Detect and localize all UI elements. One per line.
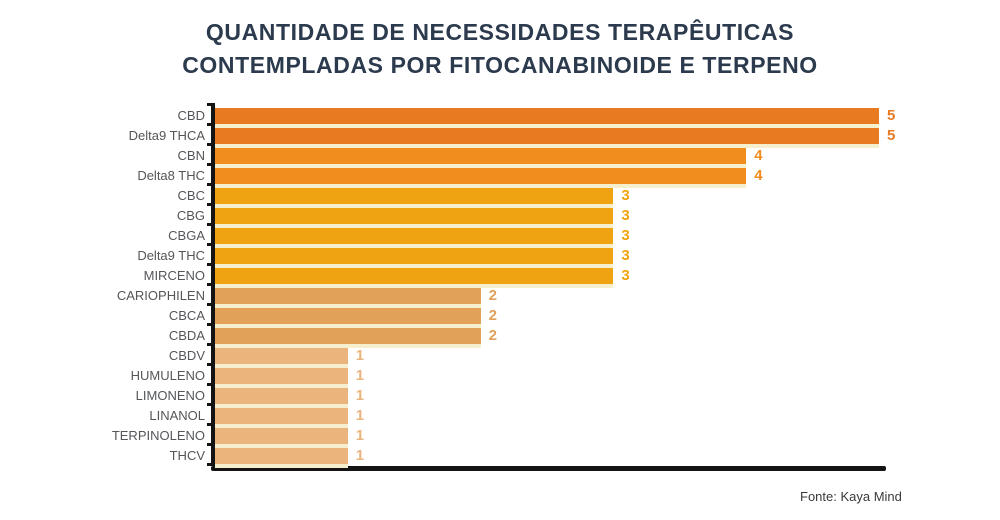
bar-row: CBDA 2 (169, 327, 895, 348)
bar (215, 148, 747, 168)
source-caption: Fonte: Kaya Mind (800, 489, 902, 504)
y-axis-tick (207, 463, 211, 466)
value-label: 1 (355, 367, 365, 384)
bar-row: TERPINOLENO 1 (112, 427, 895, 448)
chart-title: QUANTIDADE DE NECESSIDADES TERAPÊUTICAS … (0, 16, 1000, 82)
value-label: 4 (754, 167, 763, 184)
bar (215, 408, 348, 428)
bar (215, 448, 348, 468)
value-label: 1 (355, 407, 365, 424)
y-axis-tick (207, 383, 211, 386)
bar-row: Delta8 THC 4 (137, 167, 895, 188)
y-axis-tick (207, 263, 211, 266)
bar-row: CBC 3 (178, 187, 895, 208)
y-axis-tick (207, 323, 211, 326)
category-label: CARIOPHILEN (116, 288, 205, 303)
bar (215, 228, 614, 248)
category-label: Delta9 THCA (128, 128, 205, 143)
category-label: CBCA (168, 308, 205, 323)
bar-row: HUMULENO 1 (131, 367, 895, 388)
bar-row: CBN 4 (178, 147, 895, 168)
bar (215, 168, 747, 188)
category-label: CBD (177, 108, 205, 123)
bar (215, 308, 481, 328)
y-axis-tick (207, 343, 211, 346)
bar (215, 388, 348, 408)
bar-row: CBGA 3 (168, 227, 895, 248)
category-label: CBDV (168, 348, 205, 363)
bar (215, 328, 481, 348)
value-label: 3 (621, 227, 630, 244)
y-axis-line (211, 103, 215, 466)
value-label: 1 (355, 427, 365, 444)
category-label: CBG (176, 208, 205, 223)
value-label: 3 (621, 207, 630, 224)
bar (215, 428, 348, 448)
y-axis-tick (207, 143, 211, 146)
value-label: 1 (355, 347, 365, 364)
bar-row: THCV 1 (170, 447, 895, 468)
value-label: 4 (754, 147, 763, 164)
bar-row: CBD 5 (178, 107, 896, 128)
bar-row: CBDV 1 (169, 347, 895, 368)
chart-title-line1: QUANTIDADE DE NECESSIDADES TERAPÊUTICAS (205, 19, 795, 45)
category-label: CBGA (168, 228, 205, 243)
bar-row: Delta9 THCA 5 (129, 127, 896, 148)
bar-plot-area: CBD 5 Delta9 THCA 5 CBN 4 Delta8 THC 4 C… (112, 107, 896, 468)
category-label: TERPINOLENO (111, 428, 205, 443)
value-label: 3 (621, 267, 630, 284)
value-label: 1 (355, 387, 365, 404)
category-label: CBC (177, 188, 205, 203)
bar (215, 368, 348, 388)
bar (215, 288, 481, 308)
value-label: 5 (887, 107, 896, 124)
bar (215, 348, 348, 368)
y-axis-tick (207, 183, 211, 186)
value-label: 2 (488, 307, 497, 324)
category-label: MIRCENO (143, 268, 205, 283)
category-label: THCV (169, 448, 205, 463)
y-axis-tick (207, 123, 211, 126)
y-axis-tick (207, 403, 211, 406)
bar-row: CBG 3 (177, 207, 895, 228)
y-axis-tick (207, 243, 211, 246)
bar-row: Delta9 THC 3 (137, 247, 895, 268)
bar (215, 108, 879, 128)
y-axis-tick (207, 163, 211, 166)
y-axis-tick (207, 223, 211, 226)
value-label: 3 (621, 187, 630, 204)
y-axis-tick (207, 423, 211, 426)
category-label: LINANOL (149, 408, 205, 423)
bar (215, 128, 879, 148)
y-axis-tick (207, 443, 211, 446)
bar-row: LINANOL 1 (149, 407, 895, 428)
value-label: 3 (621, 247, 630, 264)
category-label: Delta9 THC (137, 248, 205, 263)
y-axis-tick (207, 363, 211, 366)
category-label: Delta8 THC (137, 168, 205, 183)
bar-row: CBCA 2 (169, 307, 895, 328)
bar-row: MIRCENO 3 (144, 267, 895, 288)
y-axis-tick (207, 283, 211, 286)
value-label: 5 (887, 127, 896, 144)
value-label: 2 (488, 327, 497, 344)
bar (215, 268, 614, 288)
value-label: 2 (488, 287, 497, 304)
chart-title-line2: CONTEMPLADAS POR FITOCANABINOIDE E TERPE… (182, 52, 818, 78)
y-axis-tick (207, 103, 211, 106)
bar (215, 188, 614, 208)
category-label: LIMONENO (135, 388, 205, 403)
category-label: CBN (177, 148, 205, 163)
bar (215, 208, 614, 228)
bar (215, 248, 614, 268)
bar-row: LIMONENO 1 (136, 387, 895, 408)
category-label: CBDA (168, 328, 205, 343)
x-axis-line (211, 466, 886, 471)
category-label: HUMULENO (130, 368, 205, 383)
y-axis-tick (207, 303, 211, 306)
value-label: 1 (355, 447, 365, 464)
y-axis-tick (207, 203, 211, 206)
bar-row: CARIOPHILEN 2 (117, 287, 895, 308)
